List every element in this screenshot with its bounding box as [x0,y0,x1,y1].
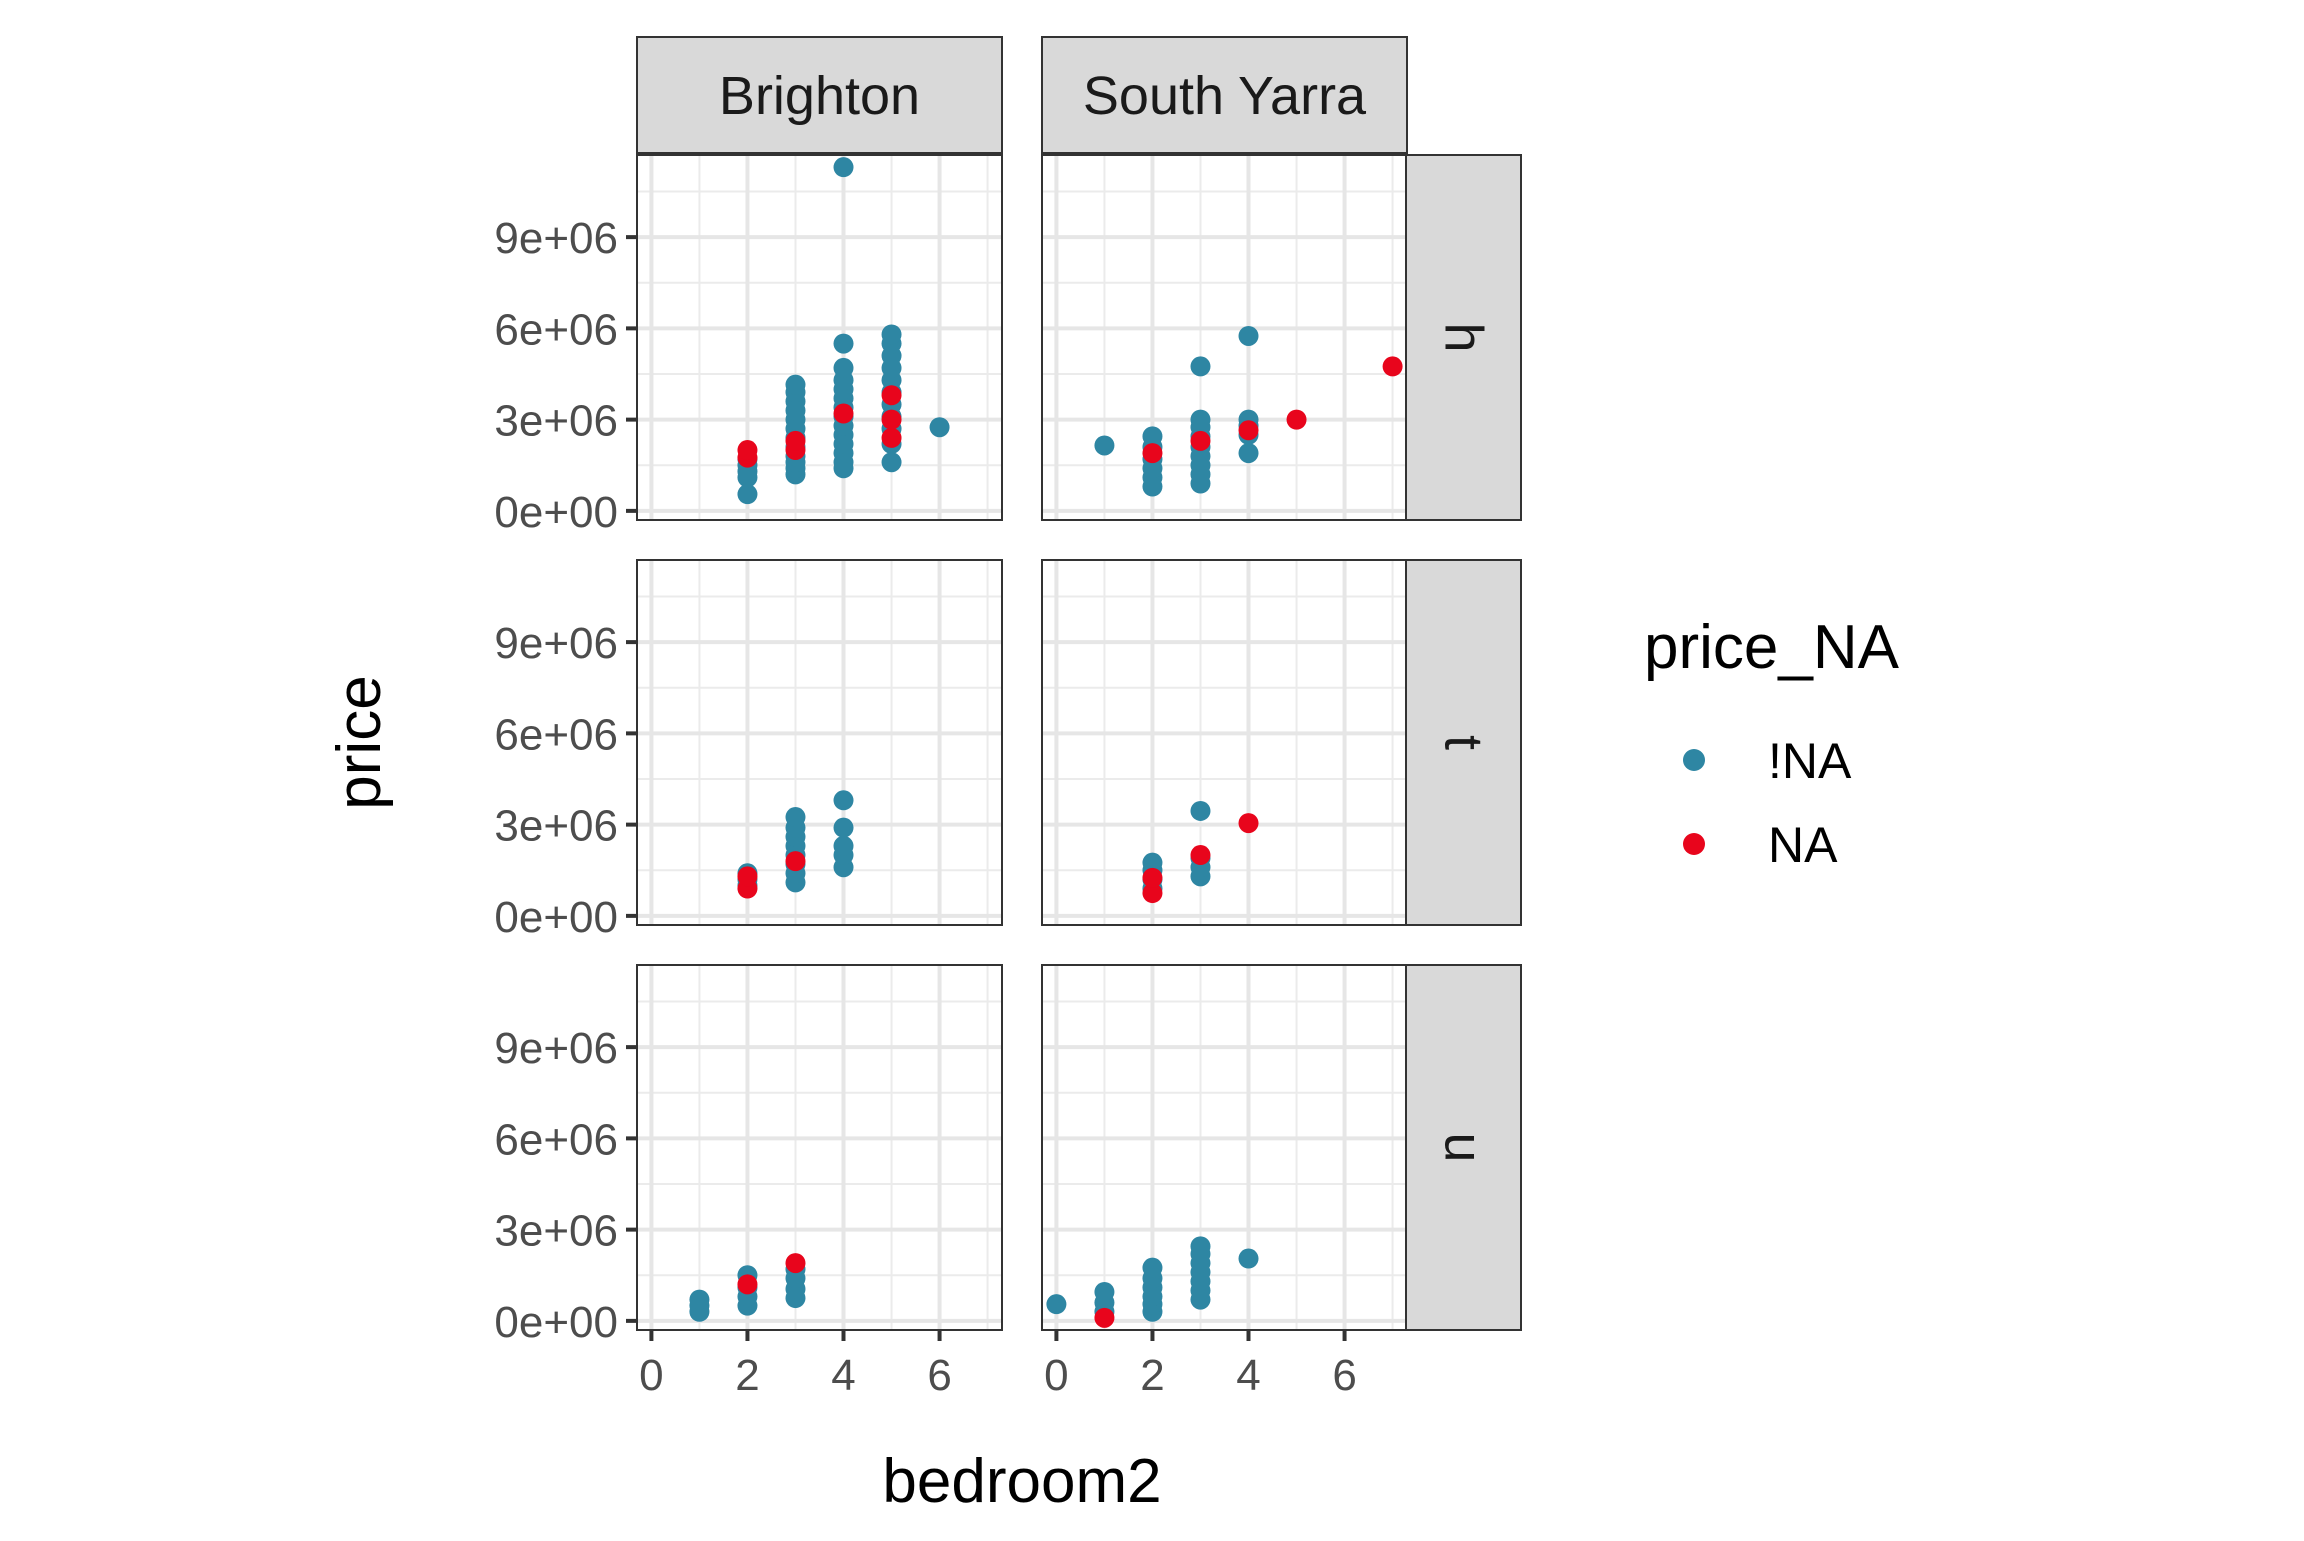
data-point-na [785,1253,806,1274]
facet-strip-label: u [1434,1132,1494,1162]
data-point-not-na [833,333,854,354]
y-tick-label: 3e+06 [494,802,618,851]
data-point-not-na [689,1289,710,1310]
data-point-na [1142,867,1163,888]
data-point-na [833,403,854,424]
facet-strip-label: South Yarra [1083,66,1367,126]
data-point-not-na [1142,426,1163,447]
data-point-na [881,409,902,430]
y-tick-label: 9e+06 [494,214,618,263]
data-point-not-na [737,484,758,505]
data-point-not-na [1046,1294,1067,1315]
y-tick-label: 6e+06 [494,1115,618,1164]
y-tick-label: 6e+06 [494,305,618,354]
legend-key [1683,749,1705,771]
x-tick-label: 2 [1140,1351,1164,1400]
legend-label: NA [1768,817,1838,873]
legend-label: !NA [1768,733,1852,789]
panel-border [636,559,1003,926]
data-point-na [881,427,902,448]
data-point-not-na [1238,1248,1259,1269]
x-tick-label: 4 [831,1351,855,1400]
data-point-na [1142,443,1163,464]
data-point-not-na [785,807,806,828]
data-point-not-na [1142,1257,1163,1278]
legend-title: price_NA [1644,613,1900,682]
data-point-na [785,851,806,872]
x-tick-label: 6 [927,1351,951,1400]
data-point-not-na [1142,852,1163,873]
facet-strip-label: t [1434,735,1494,750]
data-point-na [1094,1307,1115,1328]
facet-strip-label: Brighton [719,66,920,126]
data-point-na [1238,813,1259,834]
y-tick-label: 0e+00 [494,893,618,942]
facet-strip-column [1041,36,1408,154]
data-point-not-na [833,790,854,811]
data-point-na [1238,420,1259,441]
x-tick-label: 4 [1236,1351,1260,1400]
x-tick-label: 0 [639,1351,663,1400]
y-tick-label: 6e+06 [494,710,618,759]
data-point-not-na [1190,409,1211,430]
y-tick-label: 3e+06 [494,397,618,446]
y-tick-label: 0e+00 [494,1298,618,1347]
x-axis-title: bedroom2 [882,1447,1161,1516]
data-point-na [737,866,758,887]
data-point-not-na [833,357,854,378]
facet-strip-label: h [1434,322,1494,352]
data-point-na [1286,409,1307,430]
data-point-na [785,430,806,451]
x-tick-label: 0 [1044,1351,1068,1400]
data-point-not-na [881,324,902,345]
data-point-na [1142,883,1163,904]
data-point-na [737,1274,758,1295]
legend-key [1683,833,1705,855]
data-point-not-na [785,374,806,395]
facet-strip-row [1405,154,1522,521]
data-point-not-na [833,157,854,178]
data-point-not-na [881,452,902,473]
data-point-na [1190,845,1211,866]
panel-border [636,964,1003,1331]
y-axis-title: price [325,675,394,809]
data-point-not-na [1094,435,1115,456]
data-point-not-na [1190,1236,1211,1257]
data-point-na [1190,430,1211,451]
data-point-not-na [929,417,950,438]
data-point-na [1382,356,1403,377]
data-point-na [737,440,758,461]
data-point-not-na [1190,356,1211,377]
y-tick-label: 9e+06 [494,1024,618,1073]
x-tick-label: 6 [1332,1351,1356,1400]
x-tick-label: 2 [735,1351,759,1400]
data-point-not-na [833,817,854,838]
facet-strip-column [636,36,1003,154]
data-point-not-na [1238,443,1259,464]
data-point-not-na [1238,325,1259,346]
panel-border [636,154,1003,521]
data-point-na [881,385,902,406]
y-tick-label: 9e+06 [494,619,618,668]
data-point-not-na [1094,1281,1115,1302]
y-tick-label: 0e+00 [494,488,618,537]
data-point-not-na [1190,800,1211,821]
facet-strip-row [1405,964,1522,1331]
facet-strip-row [1405,559,1522,926]
data-point-not-na [833,835,854,856]
y-tick-label: 3e+06 [494,1207,618,1256]
